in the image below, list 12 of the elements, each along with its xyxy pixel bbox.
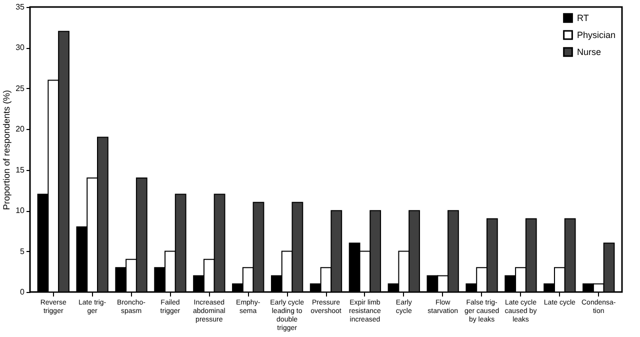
- y-tick-label: 0: [20, 288, 26, 296]
- y-tick-label: 5: [20, 246, 26, 256]
- legend-label: RT: [577, 13, 590, 23]
- y-tick-label: 30: [16, 43, 26, 52]
- y-tick-label: 35: [16, 2, 26, 12]
- y-tick-label: 15: [16, 165, 26, 174]
- legend-label: Physician: [577, 30, 616, 40]
- y-axis-title: Proportion of respondents (%): [2, 90, 12, 210]
- y-tick-label: 10: [16, 206, 26, 216]
- y-tick-label: 20: [16, 124, 26, 134]
- y-tick-label: 25: [16, 84, 26, 93]
- legend-label: Nurse: [577, 47, 602, 57]
